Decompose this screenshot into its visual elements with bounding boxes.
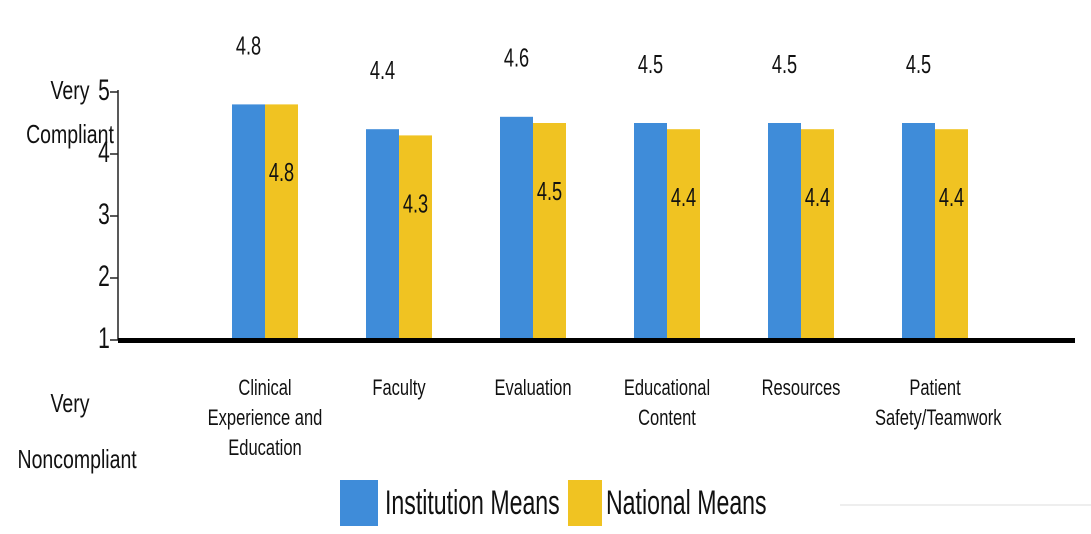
x-tick-label: Clinical Experience and Education bbox=[207, 375, 323, 460]
value-label: 4.4 bbox=[805, 183, 830, 212]
value-label: 4.6 bbox=[504, 43, 529, 72]
bar bbox=[500, 116, 533, 340]
legend-swatch bbox=[340, 480, 378, 526]
bar bbox=[265, 104, 298, 341]
bar bbox=[667, 129, 700, 340]
bar bbox=[533, 123, 566, 340]
x-tick-label: Patient Safety/Teamwork bbox=[875, 375, 1002, 430]
x-axis bbox=[118, 338, 1075, 343]
bar bbox=[768, 123, 801, 340]
value-label: 4.5 bbox=[537, 177, 562, 206]
value-label: 4.4 bbox=[370, 56, 395, 85]
legend-label: Institution Means bbox=[385, 485, 560, 522]
y-tick-label: 1 bbox=[98, 322, 110, 354]
y-label-top: Very Compliant bbox=[26, 75, 114, 149]
x-tick-label: Faculty bbox=[372, 375, 426, 400]
value-label: 4.5 bbox=[638, 50, 663, 79]
value-label: 4.5 bbox=[772, 50, 797, 79]
bar bbox=[801, 129, 834, 340]
y-label-bottom: Very Noncompliant bbox=[17, 388, 137, 474]
y-tick-label: 3 bbox=[98, 198, 110, 230]
y-tick-label: 5 bbox=[98, 74, 110, 106]
bar bbox=[935, 129, 968, 340]
x-tick-label: Educational Content bbox=[623, 375, 711, 430]
y-tick-label: 4 bbox=[98, 136, 110, 168]
legend-label: National Means bbox=[606, 485, 767, 522]
bar bbox=[232, 104, 265, 341]
bar bbox=[366, 129, 399, 340]
bar bbox=[399, 135, 432, 340]
x-tick-label: Evaluation bbox=[494, 375, 572, 400]
value-label: 4.3 bbox=[403, 189, 428, 218]
value-label: 4.4 bbox=[671, 183, 696, 212]
value-label: 4.4 bbox=[939, 183, 964, 212]
y-tick-label: 2 bbox=[98, 260, 110, 292]
bar bbox=[902, 123, 935, 340]
value-label: 4.5 bbox=[906, 50, 931, 79]
value-label: 4.8 bbox=[236, 31, 261, 60]
x-tick-label: Resources bbox=[761, 375, 841, 400]
legend-swatch bbox=[568, 480, 602, 526]
value-label: 4.8 bbox=[269, 158, 294, 187]
bar bbox=[634, 123, 667, 340]
